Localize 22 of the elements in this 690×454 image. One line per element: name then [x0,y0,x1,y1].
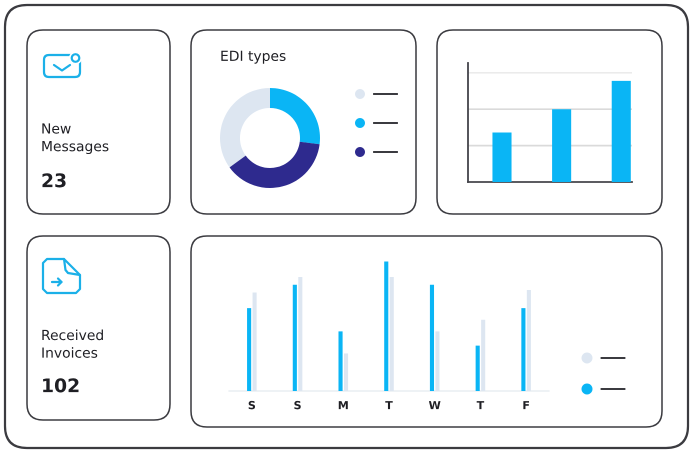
x-tick-label: S [294,400,301,410]
donut-slice [220,88,270,168]
x-tick-label: T [476,401,484,410]
bar [247,308,252,391]
donut-slice [270,88,320,144]
bar [338,331,343,391]
bar [476,346,480,391]
bar [292,284,297,391]
text: 23 [42,173,66,188]
x-tick-label: M [338,401,348,410]
text: Received Invoices [42,329,103,358]
x-tick-label: T [385,401,393,410]
bar [521,308,526,391]
donut-slice [230,142,320,188]
bar [384,261,388,391]
chart-title: EDI types [221,50,286,64]
bar [430,284,434,391]
text: New Messages [42,123,108,154]
x-tick-label: S [248,400,256,410]
x-tick-label: F [523,401,530,410]
x-tick-label: W [428,401,440,410]
text: 102 [43,378,79,392]
